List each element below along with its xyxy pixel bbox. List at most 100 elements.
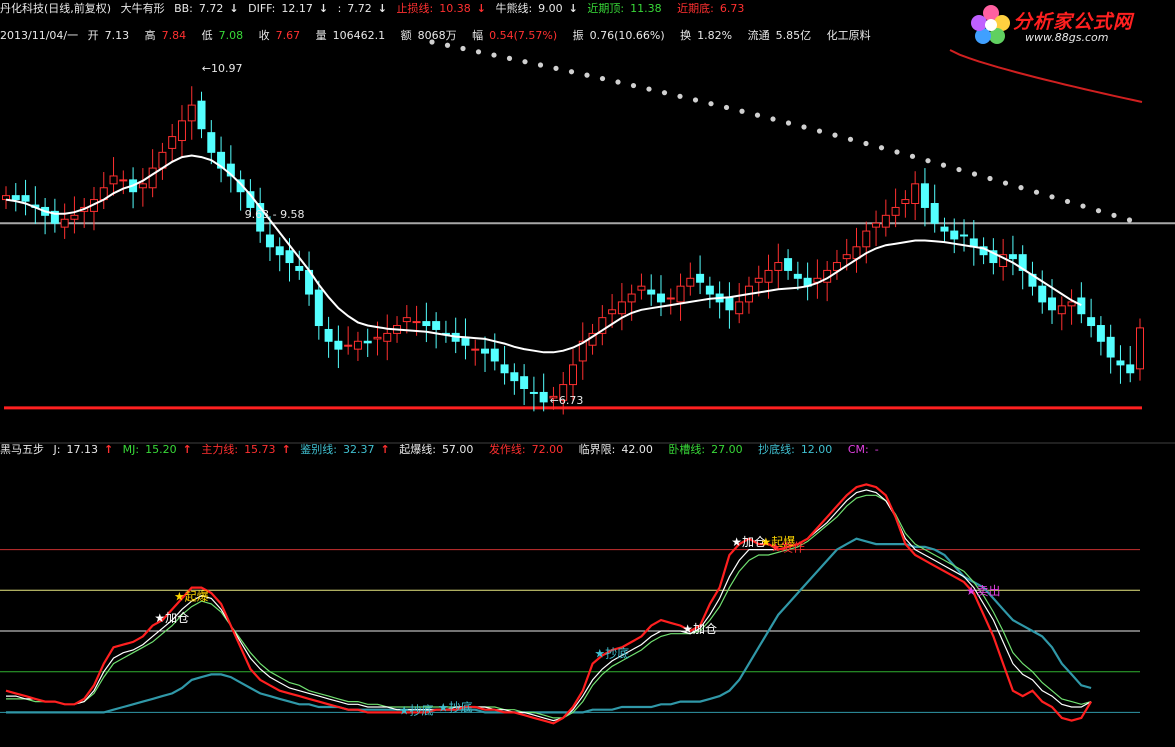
candle-down <box>930 203 939 224</box>
stop-loss-dot <box>863 140 869 147</box>
candle-down <box>314 289 323 327</box>
stop-loss-dot <box>661 90 668 96</box>
stop-loss-dot <box>1111 212 1117 218</box>
wocao-readout: 卧槽线: 27.00 <box>668 443 743 456</box>
stop-loss-dot <box>491 52 497 58</box>
candle-up <box>608 309 617 315</box>
signal-label: ★发作 <box>770 540 805 555</box>
stop-loss-readout: 止损线: 10.38 ↓ <box>396 2 486 15</box>
candle-up <box>353 340 362 350</box>
high-label: ←10.97 <box>202 62 243 75</box>
stop-loss-dot <box>785 120 792 126</box>
flower-icon <box>971 5 1010 44</box>
stop-loss-dot <box>925 158 931 164</box>
stop-loss-dot <box>429 39 435 45</box>
quote-float: 流通 5.85亿 <box>747 29 812 42</box>
candle-down <box>793 273 802 279</box>
indicator-line <box>6 494 1092 719</box>
stop-loss-dot <box>444 42 451 48</box>
candle-up <box>598 317 607 334</box>
indicator-line <box>6 489 1092 722</box>
range-label: 9.63 - 9.58 <box>245 208 305 221</box>
stop-loss-dot <box>956 166 962 173</box>
candle-up <box>2 195 10 201</box>
indicator-header: 黑马五步 J: 17.13 ↑ MJ: 15.20 ↑ 主力线: 15.73 ↑ 鉴别线: 3… <box>0 441 891 459</box>
bb-readout: BB: 7.72 ↓ <box>174 2 239 15</box>
near-bottom-readout: 近期底: 6.73 <box>677 2 745 15</box>
candle-down <box>490 348 499 362</box>
candle-down <box>940 226 949 232</box>
stop-loss-dot <box>460 45 466 52</box>
candle-up <box>383 332 392 342</box>
candle-down <box>1106 336 1115 358</box>
stop-loss-dot <box>522 59 528 65</box>
quote-turnover: 换 1.82% <box>680 29 733 42</box>
indicator-line <box>5 483 1093 725</box>
candle-down <box>1008 254 1017 260</box>
moving-average-line <box>5 154 1082 354</box>
candle-up <box>872 222 881 228</box>
stop-loss-dot <box>708 101 714 107</box>
candle-up <box>881 214 890 228</box>
bull-bear-readout: 牛熊线: 9.00 ↓ <box>495 2 578 15</box>
stop-loss-dot <box>599 75 606 82</box>
quote-industry: 化工原料 <box>826 29 871 42</box>
signal-label: ★起爆 <box>174 589 209 603</box>
candle-down <box>1018 254 1027 271</box>
signal-label: ★抄底 <box>594 645 629 660</box>
quote-header: 2013/11/04/一 开 7.13 高 7.84 低 7.08 收 7.67 量 10… <box>0 27 877 45</box>
indicator-line <box>6 537 1092 714</box>
candle-down <box>226 163 235 177</box>
candle-up <box>70 214 79 220</box>
candle-up <box>549 395 558 399</box>
candle-down <box>510 372 519 382</box>
candle-down <box>50 210 59 224</box>
candle-down <box>989 250 998 264</box>
candle-down <box>1096 325 1105 342</box>
candle-up <box>842 254 851 260</box>
candle-up <box>148 167 157 189</box>
candle-up <box>911 183 920 205</box>
candle-down <box>334 340 343 350</box>
site-logo: 分析家公式网 www.88gs.com <box>969 3 1169 49</box>
pattern-name: 大牛有形 <box>120 2 165 15</box>
diff-readout: DIFF: 12.17 ↓ <box>248 2 329 15</box>
candle-down <box>197 100 206 130</box>
quote-low: 低 7.08 <box>201 29 244 42</box>
candle-up <box>373 336 382 340</box>
main-header: 丹化科技(日线,前复权) 大牛有形 BB: 7.72 ↓ DIFF: 12.17 ↓ :… <box>0 0 756 18</box>
candle-up <box>168 136 177 149</box>
stop-loss-dot <box>1126 217 1133 223</box>
candle-up <box>177 120 186 142</box>
candle-up <box>402 317 411 323</box>
candle-up <box>60 218 69 228</box>
signal-label: ★抄底 <box>399 702 434 717</box>
stop-loss-dot <box>615 79 621 85</box>
candle-down <box>256 203 265 232</box>
logo-url: www.88gs.com <box>1025 31 1109 44</box>
candle-up <box>901 199 910 205</box>
candle-up <box>686 277 695 287</box>
chaodi-readout: 抄底线: 12.00 <box>758 443 833 456</box>
stop-loss-dot <box>1095 208 1102 214</box>
upper-resistance-line <box>949 49 1143 103</box>
main-force-readout: 主力线: 15.73 ↑ <box>201 443 291 456</box>
quote-amount: 额 8068万 <box>400 29 457 42</box>
stop-loss-dot <box>971 171 978 177</box>
candle-up <box>1057 305 1066 315</box>
mj-readout: MJ: 15.20 ↑ <box>122 443 192 456</box>
candle-down <box>217 151 226 169</box>
signal-label: ★起爆 <box>761 535 796 549</box>
cm-readout: CM: - <box>847 443 879 456</box>
candle-up <box>569 364 577 386</box>
candle-up <box>471 348 480 351</box>
stop-loss-dot <box>1049 194 1055 200</box>
candle-down <box>422 321 431 327</box>
stop-loss-dot <box>909 153 916 159</box>
candle-down <box>481 348 490 354</box>
candle-down <box>500 364 509 374</box>
candle-down <box>1077 297 1086 315</box>
candle-up <box>676 285 685 303</box>
stop-loss-dot <box>692 97 699 103</box>
candle-up <box>832 262 841 271</box>
